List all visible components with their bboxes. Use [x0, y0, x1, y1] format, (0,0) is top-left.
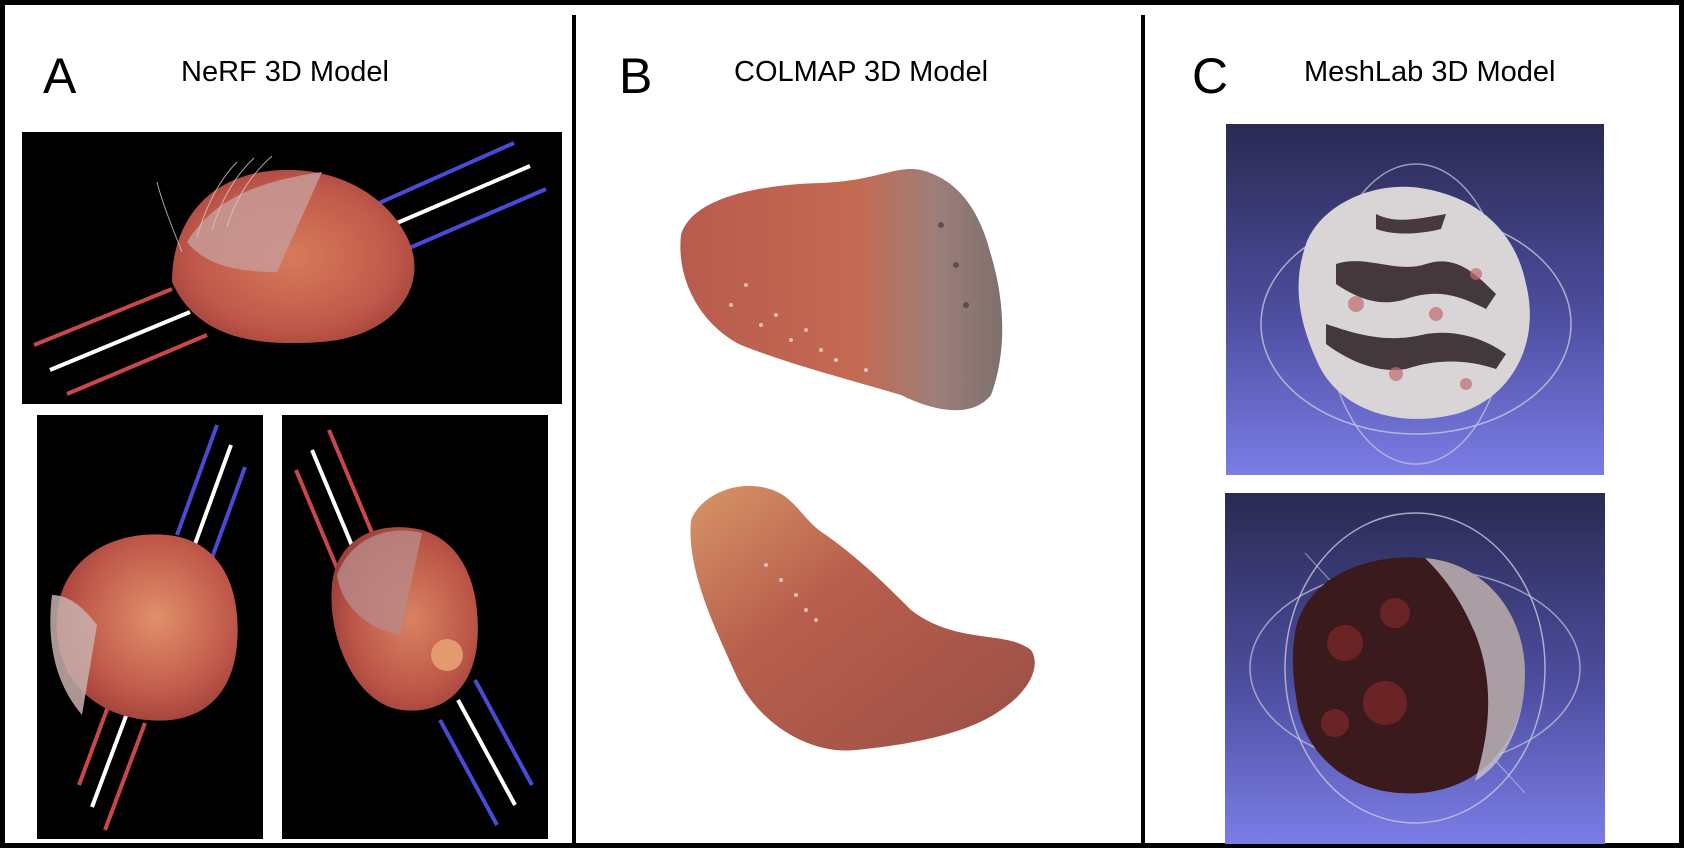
red-line-5 [294, 469, 344, 581]
red-line-4 [103, 722, 147, 831]
panel-c-title: MeshLab 3D Model [1304, 56, 1556, 88]
blue-line-2 [406, 187, 547, 251]
colmap-image-top [671, 155, 1021, 435]
nerf-image-top [22, 132, 562, 404]
panel-a-letter: A [43, 48, 77, 104]
meshlab-image-top [1226, 124, 1604, 475]
trackball-ring [1284, 512, 1546, 824]
blue-line-6 [473, 679, 534, 786]
white-line-3 [189, 444, 233, 556]
white-line-4 [90, 699, 134, 808]
panel-b-title: COLMAP 3D Model [734, 56, 989, 88]
colmap-image-bottom [686, 480, 1046, 770]
mesh-surface [1292, 557, 1525, 794]
white-line-6 [456, 699, 517, 806]
panel-b: B COLMAP 3D Model [576, 5, 1141, 853]
white-line-2 [389, 164, 531, 228]
divider-left [572, 15, 576, 847]
tissue-mass [56, 534, 238, 721]
blue-line-1 [376, 141, 515, 206]
white-line-5 [310, 449, 360, 561]
point-cloud [690, 485, 1035, 751]
red-line-2 [66, 333, 208, 396]
panel-c-letter: C [1192, 48, 1229, 104]
blue-line-3 [175, 424, 219, 536]
nerf-image-bottom-left [37, 415, 263, 839]
panel-a-title: NeRF 3D Model [181, 56, 389, 88]
red-line-1 [33, 287, 173, 347]
divider-right [1141, 15, 1145, 847]
white-line-1 [49, 310, 191, 372]
panel-a: A NeRF 3D Model [5, 5, 570, 853]
red-line-6 [327, 429, 377, 541]
nerf-image-bottom-right [282, 415, 548, 839]
meshlab-image-bottom [1225, 493, 1605, 844]
point-cloud [680, 169, 1003, 411]
blue-line-5 [438, 719, 499, 826]
panel-c: C MeshLab 3D Model [1145, 5, 1684, 853]
panel-b-letter: B [619, 48, 653, 104]
